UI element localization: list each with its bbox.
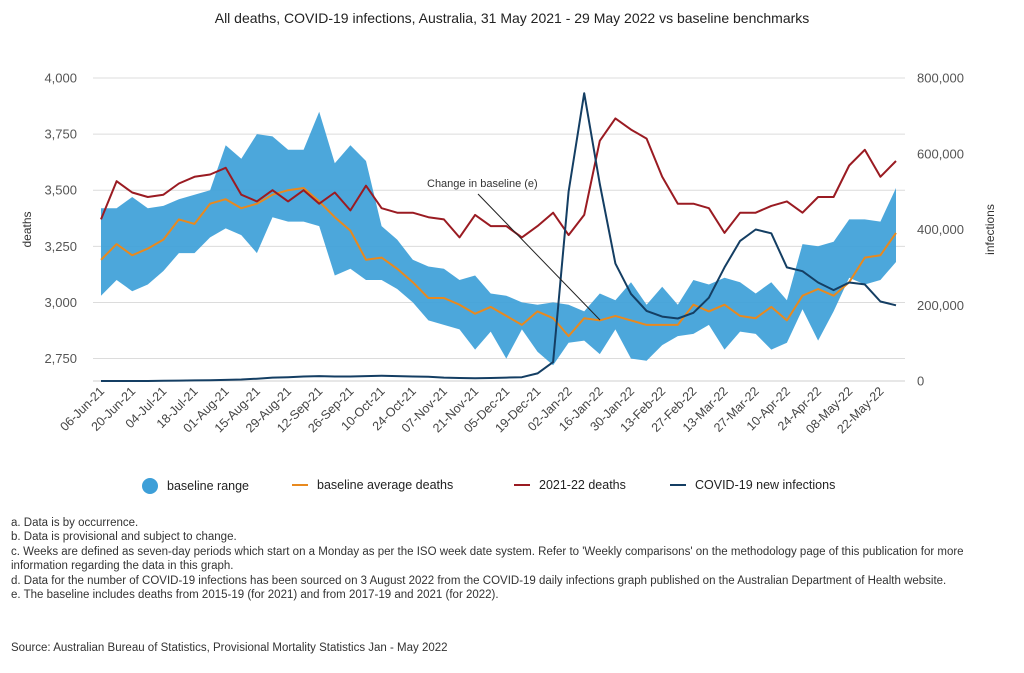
y-tick-label: 3,750 (44, 127, 77, 142)
y2-tick-label: 800,000 (917, 71, 964, 86)
y2-axis-title: infections (983, 204, 997, 255)
chart-title: All deaths, COVID-19 infections, Austral… (214, 10, 810, 26)
series-baseline-average-line (100, 187, 897, 338)
legend-label-infections: COVID-19 new infections (695, 478, 836, 492)
source-note: Source: Australian Bureau of Statistics,… (11, 642, 448, 654)
legend-label-baseline-average: baseline average deaths (317, 478, 454, 492)
y2-tick-label: 200,000 (917, 298, 964, 313)
footnotes: a. Data is by occurrence. b. Data is pro… (11, 516, 1011, 602)
legend-label-deaths: 2021-22 deaths (539, 478, 626, 492)
legend-item-deaths[interactable]: 2021-22 deaths (514, 478, 626, 492)
footnote-b: b. Data is provisional and subject to ch… (11, 531, 237, 544)
annotation-label: Change in baseline (e) (427, 178, 538, 190)
y-tick-label: 3,000 (44, 295, 77, 310)
legend-swatch-infections (670, 484, 686, 486)
legend-item-infections[interactable]: COVID-19 new infections (670, 478, 835, 492)
y-tick-label: 2,750 (44, 351, 77, 366)
legend-label-baseline-range: baseline range (167, 479, 250, 493)
legend-swatch-baseline-range (142, 478, 158, 494)
y-tick-label: 4,000 (44, 71, 77, 86)
y2-tick-label: 0 (917, 374, 924, 389)
legend-item-baseline-average[interactable]: baseline average deaths (292, 478, 453, 492)
footnote-c: c. Weeks are defined as seven-day period… (11, 545, 964, 573)
y-tick-label: 3,250 (44, 239, 77, 254)
chart: 2,750 3,000 3,250 3,500 3,750 4,000 0 200,000 40… (20, 71, 997, 437)
legend-swatch-baseline-average (292, 484, 308, 486)
y2-tick-label: 600,000 (917, 146, 964, 161)
legend-item-baseline-range[interactable]: baseline range (142, 478, 249, 494)
annotation-arrow (477, 193, 601, 321)
footnote-d: d. Data for the number of COVID-19 infec… (11, 574, 947, 587)
y2-tick-label: 400,000 (917, 222, 964, 237)
legend: baseline range baseline average deaths 2… (0, 478, 1024, 500)
series-baseline-range-band (101, 111, 896, 366)
y-axis-title: deaths (20, 211, 34, 247)
legend-swatch-deaths (514, 484, 530, 486)
footnote-a: a. Data is by occurrence. (11, 517, 139, 529)
series-deaths-line (100, 117, 897, 239)
footnote-e: e. The baseline includes deaths from 201… (11, 589, 499, 602)
y-tick-label: 3,500 (44, 183, 77, 198)
series-infections-line (101, 92, 897, 382)
